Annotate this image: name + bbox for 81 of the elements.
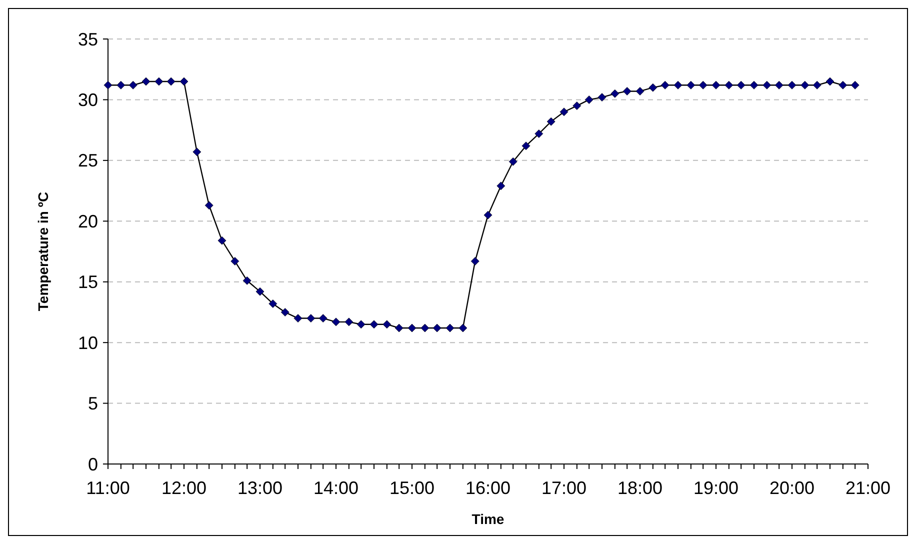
point — [774, 80, 784, 90]
point — [598, 93, 606, 102]
point — [116, 80, 126, 90]
point — [850, 80, 860, 90]
point — [192, 148, 202, 156]
point — [470, 257, 480, 266]
y-tick-label: 5 — [88, 394, 98, 414]
point — [686, 80, 696, 90]
point — [622, 87, 632, 96]
point — [826, 77, 834, 86]
y-tick-label: 35 — [78, 29, 98, 50]
point — [394, 324, 404, 332]
point — [546, 117, 556, 126]
y-axis-title: Temperature in ºC — [35, 192, 51, 312]
point — [534, 130, 544, 138]
point — [154, 77, 164, 86]
point — [838, 80, 848, 90]
point — [508, 157, 518, 166]
point — [648, 83, 658, 92]
x-tick-label: 20:00 — [769, 478, 815, 498]
point — [458, 324, 468, 332]
point — [408, 324, 416, 332]
x-tick-label: 11:00 — [86, 478, 130, 498]
point — [344, 318, 354, 326]
x-tick-label: 21:00 — [845, 478, 891, 498]
point — [280, 308, 290, 316]
x-tick-label: 17:00 — [541, 478, 587, 498]
x-tick-label: 19:00 — [693, 478, 739, 498]
y-tick-label: 10 — [78, 332, 98, 353]
point — [610, 89, 620, 98]
point — [522, 142, 530, 150]
point — [812, 80, 822, 90]
point — [698, 80, 708, 90]
x-tick-label: 15:00 — [389, 478, 435, 498]
point — [332, 318, 340, 326]
point — [294, 314, 302, 322]
point — [660, 80, 670, 90]
x-tick-label: 16:00 — [465, 478, 511, 498]
point — [128, 80, 138, 90]
point — [572, 102, 582, 110]
y-tick-label: 0 — [88, 454, 98, 474]
x-tick-label: 12:00 — [161, 478, 207, 498]
point — [674, 80, 682, 90]
x-tick-label: 14:00 — [313, 478, 359, 498]
point — [256, 287, 264, 296]
point — [636, 87, 644, 96]
point — [230, 257, 240, 266]
y-tick-label: 15 — [78, 272, 98, 292]
point — [496, 182, 506, 190]
point — [166, 77, 176, 86]
point — [268, 300, 278, 308]
point — [750, 80, 758, 90]
point — [560, 108, 568, 116]
point — [584, 96, 594, 104]
point — [712, 80, 720, 90]
point — [104, 80, 112, 90]
point — [370, 320, 378, 329]
point — [800, 80, 810, 90]
y-tick-label: 25 — [78, 150, 98, 171]
point — [242, 276, 252, 285]
point — [306, 314, 316, 322]
x-tick-label: 13:00 — [237, 478, 283, 498]
point — [762, 80, 772, 90]
point — [382, 320, 392, 329]
point — [356, 320, 366, 329]
x-tick-label: 18:00 — [617, 478, 663, 498]
point — [788, 80, 796, 90]
point — [432, 324, 442, 332]
point — [484, 210, 492, 220]
x-axis-title: Time — [472, 511, 504, 527]
point — [142, 77, 150, 86]
point — [218, 236, 226, 245]
point — [180, 77, 188, 86]
y-tick-label: 20 — [78, 211, 98, 232]
point — [318, 314, 328, 322]
point — [724, 80, 734, 90]
point — [736, 80, 746, 90]
point — [446, 324, 454, 332]
point — [420, 324, 430, 332]
y-tick-label: 30 — [78, 90, 98, 110]
point — [204, 201, 214, 210]
